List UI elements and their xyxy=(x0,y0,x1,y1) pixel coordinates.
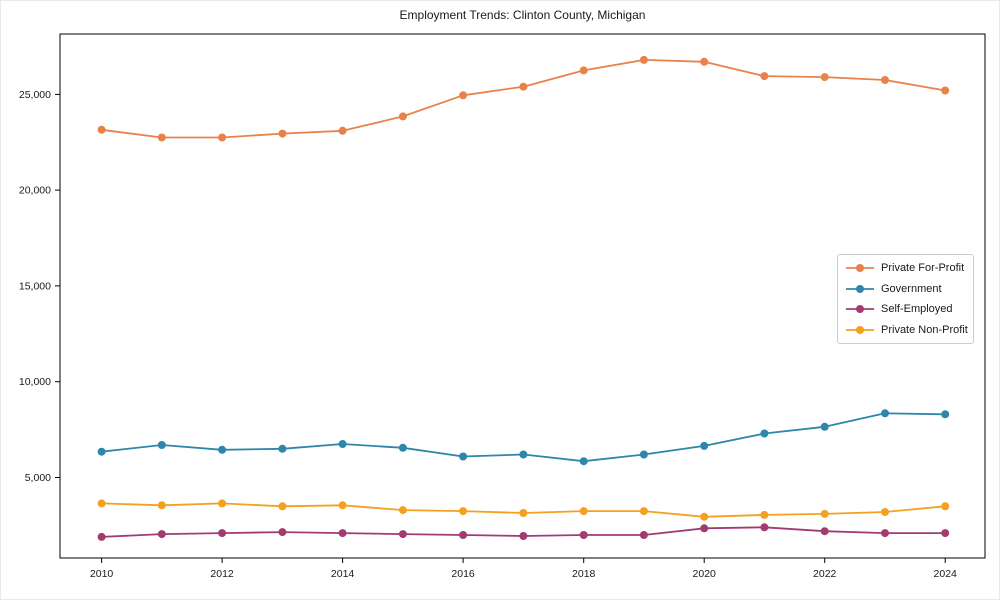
data-point xyxy=(97,447,106,456)
data-point xyxy=(639,450,648,459)
legend-item: Self-Employed xyxy=(845,303,965,315)
data-point xyxy=(700,512,709,521)
data-point xyxy=(218,133,227,142)
series-line xyxy=(101,59,946,139)
y-tick-label: 20,000 xyxy=(19,185,51,197)
data-point xyxy=(338,501,347,510)
data-point xyxy=(218,499,227,508)
data-point xyxy=(579,457,588,466)
data-point xyxy=(157,501,166,510)
legend-label: Government xyxy=(881,282,942,295)
data-point xyxy=(157,530,166,539)
legend-label: Private For-Profit xyxy=(881,262,965,274)
x-tick-label: 2020 xyxy=(693,568,717,580)
data-point xyxy=(760,72,769,81)
data-point xyxy=(820,422,829,431)
data-point xyxy=(700,524,709,533)
legend-label: Private Non-Profit xyxy=(881,323,968,336)
y-tick-label: 25,000 xyxy=(19,89,51,101)
data-point xyxy=(881,409,889,418)
data-point xyxy=(459,91,468,100)
legend-marker xyxy=(846,325,874,334)
legend-item: Private Non-Profit xyxy=(845,323,968,336)
legend-marker xyxy=(846,305,874,314)
x-tick-label: 2012 xyxy=(210,568,234,580)
x-tick-label: 2018 xyxy=(572,568,596,580)
data-point xyxy=(881,529,889,538)
data-point xyxy=(398,530,407,539)
data-point xyxy=(881,76,889,84)
data-point xyxy=(278,528,287,537)
data-point xyxy=(459,452,468,461)
legend-item: Government xyxy=(845,283,965,295)
data-point xyxy=(398,506,407,515)
data-point xyxy=(941,86,950,95)
data-point xyxy=(278,502,287,511)
chart-title: Employment Trends: Clinton County, Michi… xyxy=(399,8,646,22)
data-point xyxy=(941,529,950,538)
y-tick-label: 15,000 xyxy=(19,280,51,292)
data-point xyxy=(459,507,468,516)
data-point xyxy=(338,126,347,135)
data-point xyxy=(941,410,950,419)
legend-marker xyxy=(846,264,874,272)
x-tick-label: 2014 xyxy=(331,568,355,580)
y-tick-label: 5,000 xyxy=(25,472,51,484)
data-point xyxy=(700,441,709,450)
data-point xyxy=(820,509,829,518)
plot-border xyxy=(59,33,986,559)
data-point xyxy=(157,441,166,449)
data-point xyxy=(97,532,106,541)
legend-label: Self-Employed xyxy=(881,303,953,316)
data-point xyxy=(459,531,468,539)
data-point xyxy=(519,450,528,459)
data-point xyxy=(398,443,407,452)
data-point xyxy=(157,133,166,142)
data-point xyxy=(579,507,588,516)
data-point xyxy=(398,112,407,121)
data-point xyxy=(519,532,528,540)
data-point xyxy=(760,510,769,519)
data-point xyxy=(278,444,287,453)
data-point xyxy=(579,531,588,539)
data-point xyxy=(338,440,347,448)
data-point xyxy=(579,66,588,75)
x-tick-label: 2022 xyxy=(813,568,837,580)
data-point xyxy=(639,531,648,539)
legend: Private For-Profit Government Self-Employe… xyxy=(837,254,974,344)
legend-item: Private For-Profit xyxy=(845,262,965,274)
data-point xyxy=(519,82,528,91)
data-point xyxy=(639,507,648,516)
legend-marker xyxy=(846,284,874,293)
data-point xyxy=(639,55,648,64)
data-point xyxy=(218,529,227,538)
data-point xyxy=(700,57,709,66)
data-point xyxy=(760,429,769,438)
x-tick-label: 2024 xyxy=(934,568,958,580)
data-point xyxy=(820,73,829,82)
data-point xyxy=(97,499,106,508)
data-point xyxy=(941,502,950,511)
data-point xyxy=(218,445,227,454)
data-point xyxy=(820,527,829,536)
x-tick-label: 2010 xyxy=(90,568,114,580)
data-point xyxy=(278,129,287,138)
y-tick-label: 10,000 xyxy=(19,376,51,388)
data-point xyxy=(760,523,769,532)
data-point xyxy=(338,529,347,538)
data-point xyxy=(519,509,528,517)
x-tick-label: 2016 xyxy=(451,568,475,580)
data-point xyxy=(881,508,889,516)
data-point xyxy=(97,125,106,134)
